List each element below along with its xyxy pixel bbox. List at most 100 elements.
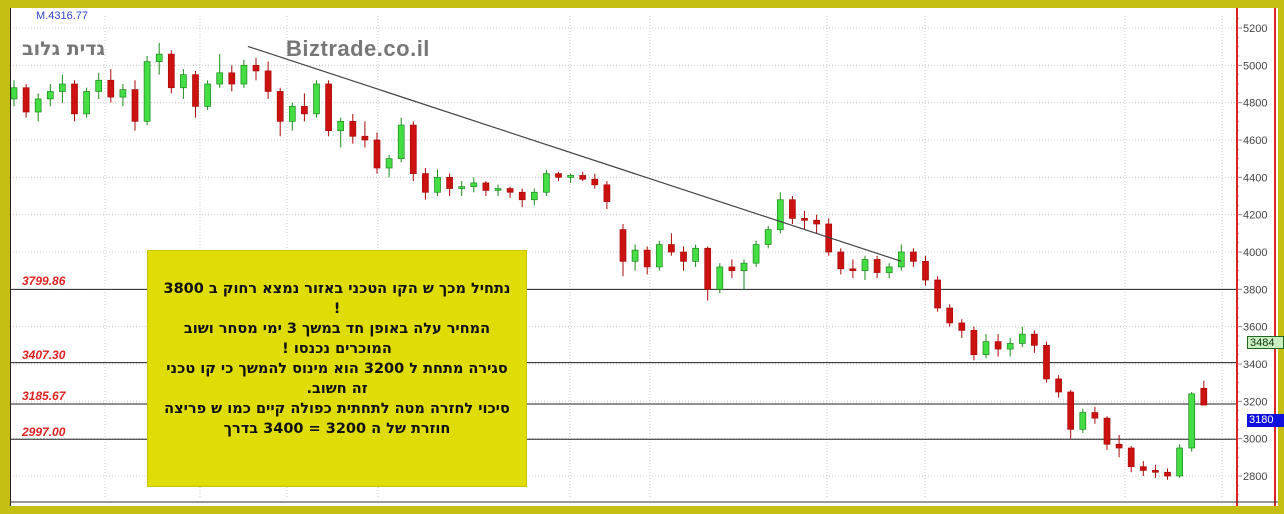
y-tick-label: 4000 <box>1243 247 1267 259</box>
y-tick-label: 3400 <box>1243 359 1267 371</box>
candle-body <box>946 307 954 324</box>
candle-body <box>1067 391 1075 430</box>
y-tick-label: 4400 <box>1243 172 1267 184</box>
candle-body <box>603 184 611 202</box>
y-tick-label: 3800 <box>1243 284 1267 296</box>
candle-body <box>288 106 296 122</box>
annotation-line: המחיר עלה באופן חד במשך 3 ימי מסחר ושוב … <box>183 321 491 357</box>
level-label: 3407.30 <box>22 348 66 362</box>
candle-body <box>994 341 1002 350</box>
stock-name: גדית גלוב <box>22 38 105 60</box>
candle-body <box>1139 466 1147 471</box>
candle-body <box>1079 412 1087 430</box>
candle-body <box>192 74 199 107</box>
candle-body <box>337 120 345 132</box>
candle-body <box>1091 412 1099 419</box>
candle-body <box>10 87 18 100</box>
candle-body <box>897 251 905 268</box>
candle-body <box>704 247 712 290</box>
candle-body <box>264 70 272 92</box>
chart-frame: 2800 3000 3200 3400 3600 3800 4000 4200 4400 4600… <box>10 8 1284 506</box>
candle-body <box>1103 417 1111 445</box>
level-label: 3799.86 <box>22 274 66 288</box>
candle-body <box>789 199 796 219</box>
candle-body <box>910 251 917 262</box>
candle-body <box>446 176 453 189</box>
candle-body <box>849 268 857 272</box>
candle-body <box>470 182 478 188</box>
candle-body <box>1152 470 1159 473</box>
candle-body <box>776 199 784 230</box>
candle-body <box>301 106 308 115</box>
y-tick-label: 5200 <box>1243 23 1267 35</box>
candle-body <box>1115 443 1123 449</box>
candle-body <box>204 83 211 107</box>
candle-body <box>216 72 224 85</box>
candle-body <box>313 83 320 115</box>
indicator-value: M.4316.77 <box>36 10 88 22</box>
candle-body <box>46 91 54 100</box>
candle-body <box>458 186 466 189</box>
y-tick-label: 2800 <box>1243 471 1267 483</box>
candle-body <box>107 79 115 98</box>
candle-body <box>1200 387 1208 406</box>
candle-body <box>83 91 90 115</box>
candle-body <box>579 175 587 180</box>
candle-body <box>95 79 103 92</box>
y-tick-label: 4600 <box>1243 135 1267 147</box>
level-label: 2997.00 <box>22 425 66 439</box>
candle-body <box>155 53 163 62</box>
candle-body <box>543 173 550 193</box>
level-label: 3185.67 <box>22 389 66 403</box>
brand-watermark: Biztrade.co.il <box>286 36 430 61</box>
candle-body <box>668 244 675 253</box>
candle-body <box>1018 333 1026 344</box>
candle-body <box>631 249 639 262</box>
annotation-line: נתחיל מכך ש הקו הטכני באזור נמצא רחוק ב … <box>163 281 511 317</box>
candle-body <box>325 83 332 132</box>
candle-body <box>813 219 820 225</box>
candle-body <box>1188 393 1196 449</box>
candle-body <box>71 83 78 115</box>
candle-body <box>409 124 417 174</box>
candle-body <box>506 188 514 193</box>
annotation-line: סיכוי לחזרה מטה לתחתית כפולה קיים כמו ש … <box>164 401 510 437</box>
candle-body <box>934 279 941 309</box>
candle-body <box>494 188 502 191</box>
candle-body <box>716 266 724 290</box>
candle-body <box>240 64 248 85</box>
y-tick-label: 5000 <box>1243 60 1267 72</box>
candle-body <box>180 74 187 89</box>
candle-body <box>22 87 30 113</box>
candle-body <box>349 120 357 137</box>
candle-body <box>422 173 429 193</box>
candle-body <box>530 191 538 201</box>
candle-body <box>143 61 151 122</box>
candle-body <box>228 72 236 85</box>
candle-body <box>397 124 405 160</box>
candle-body <box>482 182 490 191</box>
candle-body <box>276 91 284 122</box>
candle-body <box>252 64 260 72</box>
candle-body <box>873 259 881 273</box>
candle-body <box>555 173 562 178</box>
y-tick-label: 3200 <box>1243 396 1267 408</box>
candle-body <box>982 341 990 356</box>
candle-body <box>752 244 760 264</box>
candle-body <box>728 266 736 272</box>
candle-body <box>518 191 526 201</box>
candle-body <box>680 251 687 262</box>
candle-body <box>34 98 42 113</box>
price-tag-green: 3484 <box>1247 336 1284 349</box>
candle-body <box>434 176 441 193</box>
annotation-line: סגירה מתחת ל 3200 הוא מינוס להמשך כי קו … <box>166 361 508 397</box>
candle-body <box>1127 447 1135 468</box>
candle-body <box>1043 344 1050 380</box>
candle-body <box>837 251 845 270</box>
price-tag-last: 3180 <box>1247 414 1284 427</box>
candle-body <box>958 322 966 331</box>
candle-body <box>970 330 978 356</box>
candle-body <box>1031 333 1038 346</box>
candle-body <box>1164 471 1171 477</box>
y-tick-label: 4200 <box>1243 210 1267 222</box>
